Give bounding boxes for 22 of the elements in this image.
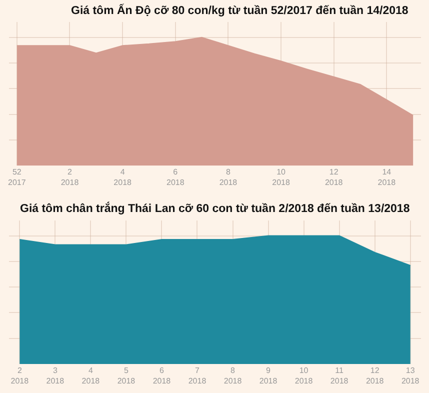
x-tick-label: 9 2018 xyxy=(259,366,278,386)
x-tick-label: 13 2018 xyxy=(401,366,420,386)
x-tick-label: 4 2018 xyxy=(82,366,100,386)
chart-title: Giá tôm Ấn Độ cỡ 80 con/kg từ tuần 52/2017 đến tuần 14/2018 xyxy=(71,3,409,17)
x-tick-label: 14 2018 xyxy=(378,168,396,188)
x-tick-label: 7 2018 xyxy=(188,366,207,386)
x-tick-label: 11 2018 xyxy=(330,366,349,386)
x-tick-label: 12 2018 xyxy=(324,168,344,188)
x-tick-label: 10 2018 xyxy=(294,366,314,386)
x-tick-label: 10 2018 xyxy=(272,168,290,188)
x-tick-label: 3 2018 xyxy=(46,366,65,386)
x-tick-label: 12 2018 xyxy=(366,366,384,386)
x-tick-label: 4 2018 xyxy=(114,168,132,188)
x-tick-label: 2 2018 xyxy=(60,168,80,188)
x-tick-label: 8 2018 xyxy=(219,168,238,188)
x-tick-label: 52 2017 xyxy=(8,168,26,188)
x-tick-label: 2 2018 xyxy=(10,366,30,386)
x-tick-label: 6 2018 xyxy=(152,366,172,386)
x-tick-label: 6 2018 xyxy=(166,168,185,188)
x-tick-label: 8 2018 xyxy=(224,366,242,386)
x-tick-label: 5 2018 xyxy=(117,366,136,386)
chart-title: Giá tôm chân trắng Thái Lan cỡ 60 con từ tuần 2/2018 đến tuần 13/2018 xyxy=(20,201,410,215)
